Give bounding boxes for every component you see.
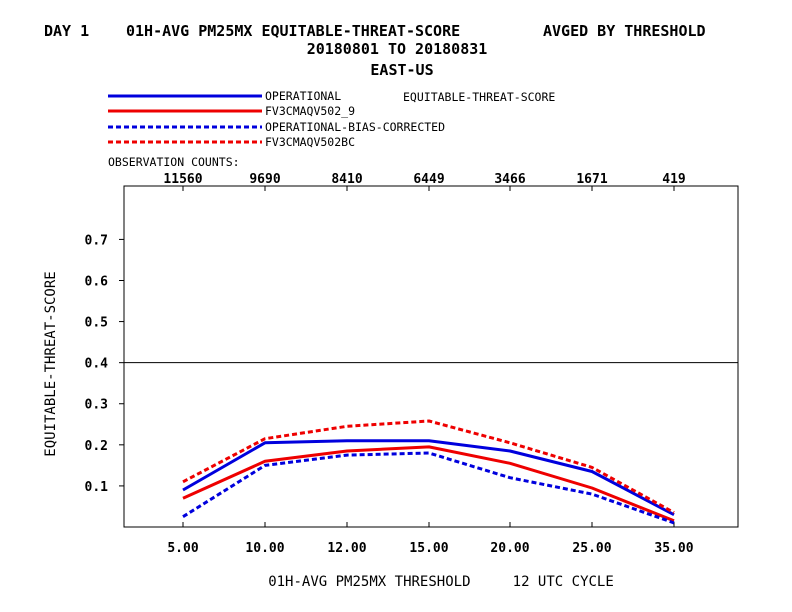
observation-count: 6449 xyxy=(413,172,444,187)
series-line-1 xyxy=(182,445,675,523)
x-tick-label: 10.00 xyxy=(245,541,284,556)
observation-count: 419 xyxy=(662,172,685,187)
observation-count: 1671 xyxy=(576,172,607,187)
legend-note: EQUITABLE-THREAT-SCORE xyxy=(403,90,555,104)
y-axis-label: EQUITABLE-THREAT-SCORE xyxy=(43,271,59,456)
observation-count: 9690 xyxy=(249,172,280,187)
y-tick-label: 0.4 xyxy=(85,357,109,372)
y-tick-label: 0.6 xyxy=(85,274,109,289)
title-day: DAY 1 xyxy=(44,22,89,40)
y-axis-ticks: 0.1 0.2 0.3 0.4 0.5 0.6 0.7 xyxy=(85,233,124,495)
y-tick-label: 0.5 xyxy=(85,316,108,331)
title-main: 01H-AVG PM25MX EQUITABLE-THREAT-SCORE xyxy=(126,22,460,40)
legend-label-2: OPERATIONAL-BIAS-CORRECTED xyxy=(265,120,445,134)
y-tick-label: 0.2 xyxy=(85,439,108,454)
series-line-2 xyxy=(182,451,675,525)
x-tick-label: 5.00 xyxy=(167,541,198,556)
x-tick-label: 12.00 xyxy=(327,541,366,556)
observation-count: 8410 xyxy=(331,172,362,187)
series-line-3 xyxy=(182,419,675,514)
series-group xyxy=(182,419,675,525)
x-tick-label: 35.00 xyxy=(654,541,693,556)
plot-frame xyxy=(123,185,739,528)
observation-count: 3466 xyxy=(494,172,525,187)
x-tick-label: 25.00 xyxy=(572,541,611,556)
y-tick-label: 0.3 xyxy=(85,398,108,413)
legend-label-0: OPERATIONAL xyxy=(265,89,341,103)
x-tick-label: 15.00 xyxy=(409,541,448,556)
observation-count: 11560 xyxy=(163,172,202,187)
legend-label-1: FV3CMAQV502_9 xyxy=(265,104,355,118)
title-region: EAST-US xyxy=(370,61,433,79)
y-tick-label: 0.1 xyxy=(85,480,109,495)
y-tick-label: 0.7 xyxy=(85,233,108,248)
observation-counts-label: OBSERVATION COUNTS: xyxy=(108,155,240,169)
x-axis-ticks: 5.00 10.00 12.00 15.00 20.00 25.00 35.00 xyxy=(167,186,694,556)
title-right: AVGED BY THRESHOLD xyxy=(543,22,706,40)
x-axis-label: 01H-AVG PM25MX THRESHOLD 12 UTC CYCLE xyxy=(268,574,614,590)
series-line-0 xyxy=(182,439,675,517)
observation-counts: 11560 9690 8410 6449 3466 1671 419 xyxy=(163,172,685,187)
legend-label-3: FV3CMAQV502BC xyxy=(265,135,355,149)
title-dates: 20180801 TO 20180831 xyxy=(307,40,488,58)
x-tick-label: 20.00 xyxy=(490,541,529,556)
